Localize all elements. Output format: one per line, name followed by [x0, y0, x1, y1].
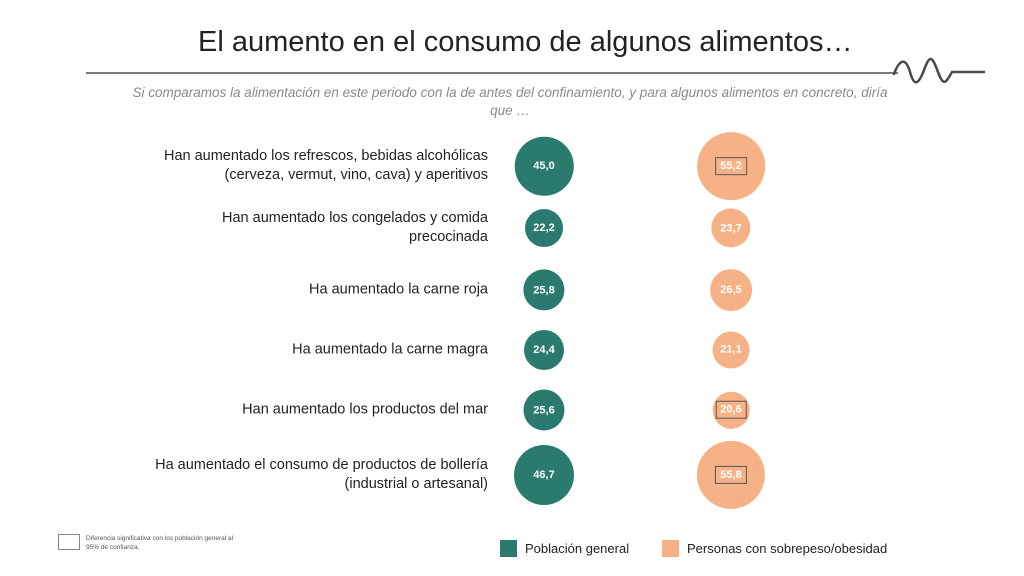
legend-item-overweight: Personas con sobrepeso/obesidad	[662, 540, 887, 557]
wave-ornament	[892, 57, 986, 84]
bubble-general: 46,7	[513, 444, 575, 506]
bubble-overweight: 21,1	[712, 331, 750, 369]
row-label-line: (cerveza, vermut, vino, cava) y aperitiv…	[224, 167, 488, 183]
bubble-general: 25,6	[523, 389, 565, 431]
significance-note-text: Diferencia significativa con los poblaci…	[86, 535, 234, 551]
title-divider	[86, 72, 898, 74]
bubble-value: 20,6	[715, 401, 747, 419]
row-label: Han aumentado los productos del mar	[48, 401, 488, 420]
bubble-value: 26,5	[720, 284, 742, 296]
bubble-general: 22,2	[525, 209, 563, 247]
row-label: Han aumentado los congelados y comida pre…	[48, 209, 488, 247]
legend-label-general: Población general	[525, 541, 630, 556]
row-label: Ha aumentado el consumo de productos de …	[48, 456, 488, 494]
significance-note: Diferencia significativa con los poblaci…	[58, 534, 246, 552]
bubble-overweight: 26,5	[710, 269, 752, 311]
bubble-overweight: 23,7	[711, 208, 751, 248]
row-label-line: Ha aumentado la carne magra	[292, 341, 488, 358]
bubble-value: 23,7	[720, 221, 742, 234]
row-label-line: Ha aumentado el consumo de productos de …	[155, 457, 488, 473]
bubble-general: 25,8	[523, 269, 565, 311]
row-label-line: Han aumentado los congelados y comida	[222, 210, 488, 226]
row-label-line: precocinada	[409, 229, 488, 245]
bubble-value: 25,8	[533, 284, 555, 296]
legend-item-general: Población general	[500, 540, 629, 557]
bubble-value: 25,6	[533, 404, 555, 416]
bubble-general: 24,4	[524, 330, 564, 370]
bubble-overweight: 55,2	[697, 132, 765, 200]
row-label-line: Ha aumentado la carne roja	[309, 281, 488, 298]
row-label: Han aumentado los refrescos, bebidas alc…	[48, 147, 488, 185]
legend-swatch-overweight	[662, 540, 679, 557]
legend-label-overweight: Personas con sobrepeso/obesidad	[687, 541, 888, 556]
row-label-line: Han aumentado los refrescos, bebidas alc…	[163, 148, 488, 164]
bubble-value: 55,2	[715, 156, 747, 175]
bubble-value: 24,4	[533, 343, 555, 356]
row-label: Ha aumentado la carne magra	[48, 341, 488, 360]
row-label-line: (industrial o artesanal)	[344, 476, 488, 492]
significance-box-swatch	[58, 534, 80, 550]
bubble-value: 45,0	[533, 160, 555, 172]
row-label: Ha aumentado la carne roja	[48, 281, 488, 300]
bubble-general: 45,0	[514, 136, 574, 196]
bubble-value: 46,7	[533, 468, 555, 481]
bubble-overweight: 55,8	[696, 440, 766, 510]
chart-title: El aumento en el consumo de algunos alim…	[198, 26, 853, 58]
legend-swatch-general	[500, 540, 517, 557]
bubble-value: 22,2	[533, 222, 555, 234]
bubble-overweight: 20,6	[712, 391, 750, 429]
chart-subtitle: Si comparamos la alimentación en este pe…	[132, 85, 888, 118]
bubble-value: 21,1	[720, 343, 742, 356]
row-label-line: Han aumentado los productos del mar	[242, 401, 488, 418]
bubble-value: 55,8	[715, 466, 747, 484]
